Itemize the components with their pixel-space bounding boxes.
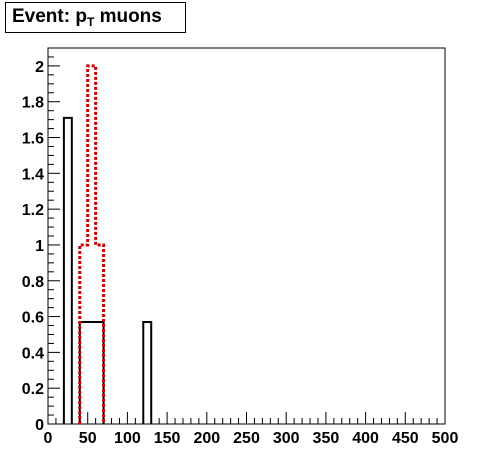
- x-tick-label: 250: [233, 430, 260, 447]
- histogram-dashed-red: [78, 64, 106, 424]
- y-tick-label: 0.4: [22, 345, 44, 362]
- x-tick-label: 200: [193, 430, 220, 447]
- y-tick-label: 1.4: [22, 166, 44, 183]
- x-tick-label: 0: [44, 430, 53, 447]
- histogram-series: [62, 64, 153, 424]
- x-tick-label: 500: [432, 430, 459, 447]
- x-tick-label: 350: [313, 430, 340, 447]
- y-tick-label: 2: [35, 59, 44, 76]
- y-tick-label: 1.2: [22, 202, 44, 219]
- x-tick-label: 300: [273, 430, 300, 447]
- x-tick-label: 450: [392, 430, 419, 447]
- y-tick-label: 0.2: [22, 381, 44, 398]
- chart-title: Event: pT muons: [5, 2, 186, 33]
- y-tick-label: 0.8: [22, 274, 44, 291]
- y-tick-label: 0.6: [22, 310, 44, 327]
- y-tick-label: 1.6: [22, 131, 44, 148]
- plot-frame: [47, 47, 446, 425]
- y-tick-label: 1: [35, 238, 44, 255]
- y-tick-label: 0: [35, 417, 44, 434]
- y-tick-label: 1.8: [22, 95, 44, 112]
- x-tick-label: 50: [79, 430, 97, 447]
- x-tick-label: 100: [114, 430, 141, 447]
- x-tick-label: 400: [352, 430, 379, 447]
- y-axis: 0 0.2 0.4 0.6 0.8 1 1.2 1.4 1.6 1.8 2: [22, 47, 60, 434]
- x-tick-label: 150: [154, 430, 181, 447]
- x-axis: 0 50 100 150 200 250 300 350 400 450 500: [44, 412, 459, 447]
- histogram-solid-black: [62, 116, 153, 424]
